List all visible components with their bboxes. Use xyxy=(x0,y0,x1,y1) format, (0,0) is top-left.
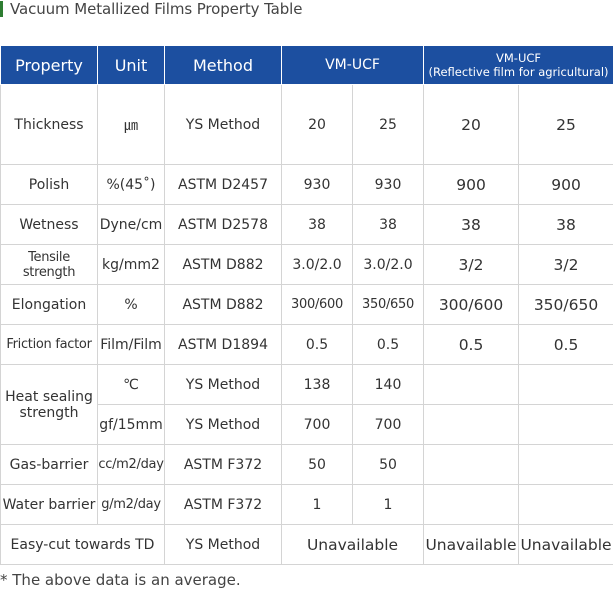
property-cell: Wetness xyxy=(0,204,98,245)
header-group2-name: VM-UCF xyxy=(496,51,542,65)
table-row: Gas-barrier cc/m2/day ASTM F372 50 50 xyxy=(0,444,613,485)
method-cell: ASTM F372 xyxy=(164,444,282,485)
value-cell: 0.5 xyxy=(423,324,520,365)
header-property: Property xyxy=(0,45,98,85)
value-cell: 350/650 xyxy=(518,284,613,325)
value-cell: 300/600 xyxy=(281,284,353,325)
value-cell: Unavailable xyxy=(518,524,613,565)
property-cell: Polish xyxy=(0,164,98,205)
title-text: Vacuum Metallized Films Property Table xyxy=(10,0,303,18)
unit-cell: cc/m2/day xyxy=(97,444,165,485)
value-cell: 20 xyxy=(423,84,520,165)
property-cell: Thickness xyxy=(0,84,98,165)
unit-cell: ㎛ xyxy=(97,84,165,165)
value-cell: 138 xyxy=(281,364,353,405)
method-cell: YS Method xyxy=(164,84,282,165)
value-cell: 350/650 xyxy=(351,284,425,325)
value-cell: 140 xyxy=(351,364,425,405)
unit-cell: Film/Film xyxy=(97,324,165,365)
unit-cell: gf/15mm xyxy=(97,404,165,445)
header-group2-desc: (Reflective film for agricultural) xyxy=(428,65,609,79)
value-cell: 38 xyxy=(351,204,425,245)
value-cell: 3.0/2.0 xyxy=(281,244,353,285)
method-cell: ASTM D882 xyxy=(164,284,282,325)
unit-cell: %(45˚) xyxy=(97,164,165,205)
header-vm-ucf-reflective: VM-UCF (Reflective film for agricultural… xyxy=(423,45,613,85)
value-cell xyxy=(518,364,613,405)
value-cell xyxy=(518,404,613,445)
value-cell: 0.5 xyxy=(351,324,425,365)
value-cell xyxy=(423,404,520,445)
value-cell: Unavailable xyxy=(423,524,520,565)
unit-cell: g/m2/day xyxy=(97,484,165,525)
method-cell: ASTM D882 xyxy=(164,244,282,285)
value-cell: 38 xyxy=(518,204,613,245)
property-cell: Easy-cut towards TD xyxy=(0,524,165,565)
property-table: Property Unit Method VM-UCF VM-UCF (Refl… xyxy=(0,45,613,565)
value-cell: 1 xyxy=(281,484,353,525)
property-cell: Gas-barrier xyxy=(0,444,98,485)
header-vm-ucf: VM-UCF xyxy=(280,45,425,85)
table-row: Thickness ㎛ YS Method 20 25 20 25 xyxy=(0,84,613,165)
table-row: Polish %(45˚) ASTM D2457 930 930 900 900 xyxy=(0,164,613,205)
value-cell: 38 xyxy=(281,204,353,245)
value-cell: 25 xyxy=(518,84,613,165)
value-cell: 38 xyxy=(423,204,520,245)
unit-cell: kg/mm2 xyxy=(97,244,165,285)
page-title: Vacuum Metallized Films Property Table xyxy=(0,0,302,18)
method-cell: ASTM D2457 xyxy=(164,164,282,205)
table-row: Water barrier g/m2/day ASTM F372 1 1 xyxy=(0,484,613,525)
value-cell: 700 xyxy=(351,404,425,445)
property-cell: Elongation xyxy=(0,284,98,325)
value-cell: 900 xyxy=(518,164,613,205)
table-row: Heat sealing strength ℃ YS Method 138 14… xyxy=(0,364,613,445)
value-cell: 3.0/2.0 xyxy=(351,244,425,285)
table-row: gf/15mm YS Method 700 700 xyxy=(1,404,613,445)
table-header-row: Property Unit Method VM-UCF VM-UCF (Refl… xyxy=(0,45,613,85)
unit-cell: ℃ xyxy=(97,364,165,405)
value-cell: Unavailable xyxy=(280,524,425,565)
property-cell: Heat sealing strength xyxy=(0,364,98,445)
header-unit: Unit xyxy=(97,45,165,85)
table-row: Tensile strength kg/mm2 ASTM D882 3.0/2.… xyxy=(0,244,613,285)
value-cell xyxy=(423,484,520,525)
value-cell: 700 xyxy=(281,404,353,445)
method-cell: YS Method xyxy=(164,364,282,405)
table-row: Elongation % ASTM D882 300/600 350/650 3… xyxy=(0,284,613,325)
header-method: Method xyxy=(164,45,282,85)
value-cell: 50 xyxy=(351,444,425,485)
value-cell: 0.5 xyxy=(518,324,613,365)
value-cell: 20 xyxy=(281,84,353,165)
value-cell: 3/2 xyxy=(518,244,613,285)
value-cell: 300/600 xyxy=(423,284,520,325)
unit-cell: % xyxy=(97,284,165,325)
value-cell: 50 xyxy=(281,444,353,485)
method-cell: ASTM D2578 xyxy=(164,204,282,245)
title-accent-bar xyxy=(0,1,3,17)
value-cell: 900 xyxy=(423,164,520,205)
property-cell: Friction factor xyxy=(0,324,98,365)
value-cell xyxy=(423,444,520,485)
value-cell: 25 xyxy=(351,84,425,165)
table-row: Wetness Dyne/cm ASTM D2578 38 38 38 38 xyxy=(0,204,613,245)
value-cell: 930 xyxy=(351,164,425,205)
method-cell: YS Method xyxy=(164,404,282,445)
table-row: Friction factor Film/Film ASTM D1894 0.5… xyxy=(0,324,613,365)
method-cell: YS Method xyxy=(164,524,282,565)
property-cell: Water barrier xyxy=(0,484,98,525)
value-cell: 930 xyxy=(281,164,353,205)
value-cell xyxy=(423,364,520,405)
value-cell: 0.5 xyxy=(281,324,353,365)
value-cell: 1 xyxy=(351,484,425,525)
value-cell xyxy=(518,444,613,485)
value-cell: 3/2 xyxy=(423,244,520,285)
table-row: Easy-cut towards TD YS Method Unavailabl… xyxy=(0,524,613,565)
unit-cell: Dyne/cm xyxy=(97,204,165,245)
footnote: * The above data is an average. xyxy=(0,571,241,589)
method-cell: ASTM F372 xyxy=(164,484,282,525)
property-cell: Tensile strength xyxy=(0,244,98,285)
value-cell xyxy=(518,484,613,525)
method-cell: ASTM D1894 xyxy=(164,324,282,365)
